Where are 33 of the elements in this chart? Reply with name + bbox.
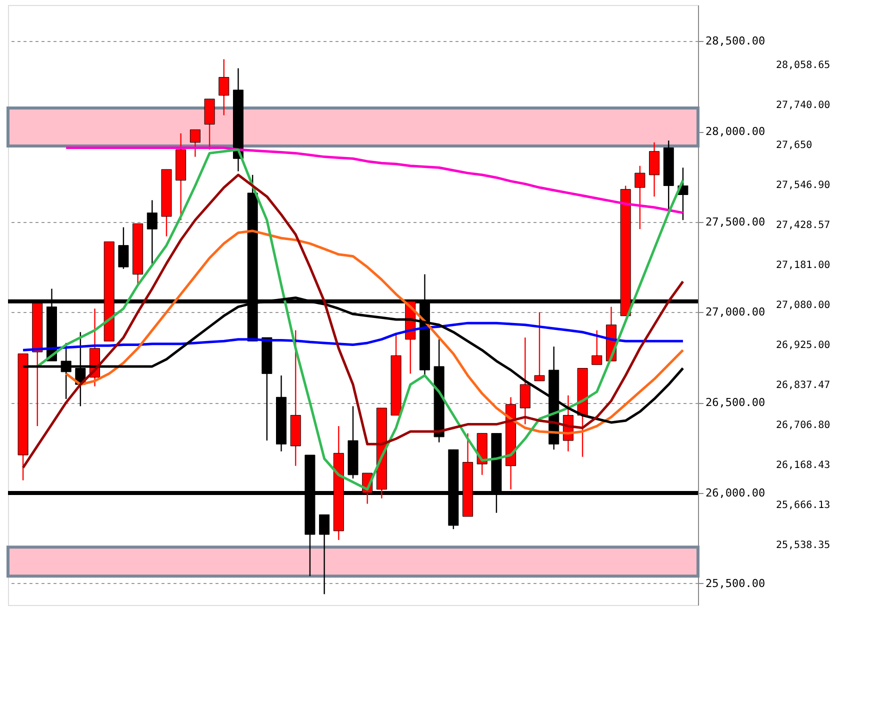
candlestick <box>118 226 129 270</box>
line-series <box>22 322 684 352</box>
text: 25,538.35 <box>776 540 830 551</box>
y-tick-label: 27,000.00 <box>706 306 766 319</box>
text: 26,837.47 <box>776 380 830 391</box>
candlestick <box>534 312 545 382</box>
text: 27,650 <box>776 140 812 151</box>
candlestick <box>634 165 646 230</box>
candlestick <box>218 58 230 116</box>
text: 26,168.43 <box>776 460 830 471</box>
text: 27,080.00 <box>776 300 830 311</box>
line-series <box>64 230 684 435</box>
candlestick <box>146 200 158 266</box>
text: 27,546.90 <box>776 180 830 191</box>
candlestick <box>649 142 660 198</box>
y-tick-label: 26,000.00 <box>706 486 766 500</box>
candlestick <box>319 514 330 595</box>
line-series <box>22 174 684 469</box>
text: 27,740.00 <box>776 100 830 111</box>
y-tick-label: 28,500.00 <box>706 34 766 48</box>
text: 25,666.13 <box>776 500 830 511</box>
y-tick-label: 26,500.00 <box>706 396 766 410</box>
candlestick <box>190 129 200 158</box>
y-tick-label: 28,000.00 <box>706 125 766 138</box>
y-tick-label: 25,500.00 <box>706 576 766 590</box>
text: 27,428.57 <box>776 220 830 231</box>
text: 26,706.80 <box>776 420 830 431</box>
text: 28,058.65 <box>776 60 830 71</box>
line-series <box>64 146 684 214</box>
candlestick <box>592 330 602 366</box>
y-tick-label: 27,500.00 <box>706 215 766 228</box>
text: 27,181.00 <box>776 260 830 271</box>
text: 26,925.00 <box>776 340 830 351</box>
